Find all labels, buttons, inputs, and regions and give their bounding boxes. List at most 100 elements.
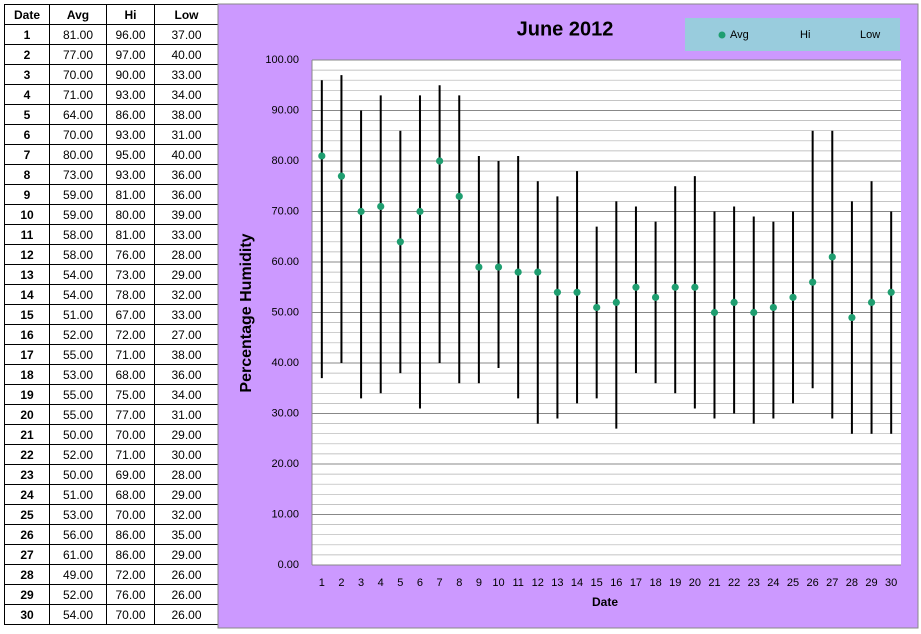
x-tick-label: 14 — [571, 577, 583, 589]
avg-marker — [848, 313, 856, 322]
table-row: 30 54.00 70.00 26.00 — [4, 604, 219, 625]
table-cell: 26.00 — [154, 604, 219, 625]
avg-marker — [396, 238, 404, 246]
avg-marker — [809, 278, 817, 286]
avg-marker — [828, 253, 836, 261]
avg-marker — [887, 288, 895, 296]
table-cell: 32.00 — [154, 284, 219, 305]
y-tick-label: 20.00 — [271, 458, 299, 470]
y-tick-label: 70.00 — [271, 205, 299, 217]
avg-marker — [867, 298, 876, 306]
table-cell: 77.00 — [106, 404, 155, 425]
x-tick-label: 18 — [649, 577, 661, 589]
table-cell: 70.00 — [106, 604, 155, 625]
table-cell: 69.00 — [106, 464, 155, 485]
y-tick-label: 50.00 — [271, 306, 299, 318]
x-tick-label: 20 — [689, 577, 701, 589]
avg-marker — [514, 268, 522, 276]
x-tick-label: 2 — [338, 577, 344, 589]
x-tick-label: 24 — [767, 577, 779, 589]
x-tick-label: 13 — [551, 577, 563, 589]
table-cell: 28.00 — [154, 244, 219, 265]
table-row: 17 55.00 71.00 38.00 — [4, 344, 219, 365]
table-cell: 49.00 — [49, 564, 107, 585]
avg-marker — [789, 293, 797, 301]
avg-marker — [612, 298, 620, 306]
x-tick-label: 29 — [865, 577, 877, 589]
x-tick-label: 21 — [708, 577, 720, 589]
x-tick-label: 30 — [885, 577, 897, 589]
avg-marker — [377, 202, 385, 211]
avg-marker — [593, 303, 601, 312]
x-tick-label: 19 — [669, 577, 681, 589]
x-tick-label: 5 — [397, 577, 403, 589]
table-row: 26 56.00 86.00 35.00 — [4, 524, 219, 545]
table-cell: 93.00 — [106, 124, 155, 145]
x-tick-label: 26 — [807, 577, 819, 589]
x-tick-label: 16 — [610, 577, 622, 589]
x-axis-label: Date — [592, 595, 618, 609]
table-cell: 81.00 — [106, 184, 155, 205]
avg-marker — [651, 293, 660, 301]
x-tick-label: 10 — [492, 577, 504, 589]
table-row: 13 54.00 73.00 29.00 — [4, 264, 219, 285]
data-table: Date Avg Hi Low 1 81.00 96.00 37.00 2 77.00 97.00… — [4, 4, 219, 625]
avg-marker — [475, 263, 483, 271]
x-tick-label: 23 — [748, 577, 760, 589]
x-tick-label: 25 — [787, 577, 799, 589]
table-row: 18 53.00 68.00 36.00 — [4, 364, 219, 385]
avg-marker — [416, 207, 424, 216]
x-tick-label: 27 — [826, 577, 838, 589]
y-axis-label: Percentage Humidity — [238, 233, 255, 392]
table-row: 12 58.00 76.00 28.00 — [4, 244, 219, 265]
table-cell: 58.00 — [49, 244, 107, 265]
table-cell: 86.00 — [106, 104, 155, 125]
x-tick-label: 6 — [417, 577, 423, 589]
table-cell: 86.00 — [106, 544, 155, 565]
table-cell: 73.00 — [49, 164, 107, 185]
x-tick-label: 22 — [728, 577, 740, 589]
table-cell: 31.00 — [154, 124, 219, 145]
legend-label: Avg — [730, 29, 749, 41]
x-tick-label: 8 — [456, 577, 462, 589]
avg-marker — [691, 283, 699, 291]
table-cell: 93.00 — [106, 84, 155, 105]
avg-marker — [710, 308, 719, 317]
table-cell: 40.00 — [154, 144, 219, 165]
avg-marker — [534, 268, 542, 276]
legend-marker — [718, 31, 726, 39]
table-cell: 29.00 — [154, 264, 219, 285]
avg-marker — [494, 263, 503, 271]
legend-label: Low — [860, 29, 880, 41]
avg-marker — [750, 308, 758, 317]
avg-marker — [553, 288, 562, 296]
y-tick-label: 90.00 — [271, 104, 299, 116]
table-cell: 27.00 — [154, 324, 219, 345]
avg-marker — [337, 172, 346, 180]
x-tick-label: 4 — [378, 577, 384, 589]
y-tick-label: 30.00 — [271, 407, 299, 419]
table-cell: 38.00 — [154, 344, 219, 365]
legend-label: Hi — [800, 29, 810, 41]
y-tick-label: 60.00 — [271, 256, 299, 268]
table-row: 5 64.00 86.00 38.00 — [4, 104, 219, 125]
x-tick-label: 9 — [476, 577, 482, 589]
table-cell: 68.00 — [106, 484, 155, 505]
table-cell: 70.00 — [49, 64, 107, 85]
table-cell: 34.00 — [154, 384, 219, 405]
avg-marker — [632, 283, 640, 291]
table-row: 3 70.00 90.00 33.00 — [4, 64, 219, 85]
avg-marker — [455, 192, 463, 200]
table-cell: 96.00 — [106, 24, 155, 45]
table-row: 10 59.00 80.00 39.00 — [4, 204, 219, 225]
y-tick-label: 80.00 — [271, 155, 299, 167]
table-cell: 53.00 — [49, 504, 107, 525]
y-tick-label: 0.00 — [278, 559, 299, 571]
x-tick-label: 15 — [591, 577, 603, 589]
avg-marker — [357, 207, 365, 216]
avg-marker — [573, 288, 581, 296]
avg-marker — [730, 298, 738, 306]
table-row: 23 50.00 69.00 28.00 — [4, 464, 219, 485]
